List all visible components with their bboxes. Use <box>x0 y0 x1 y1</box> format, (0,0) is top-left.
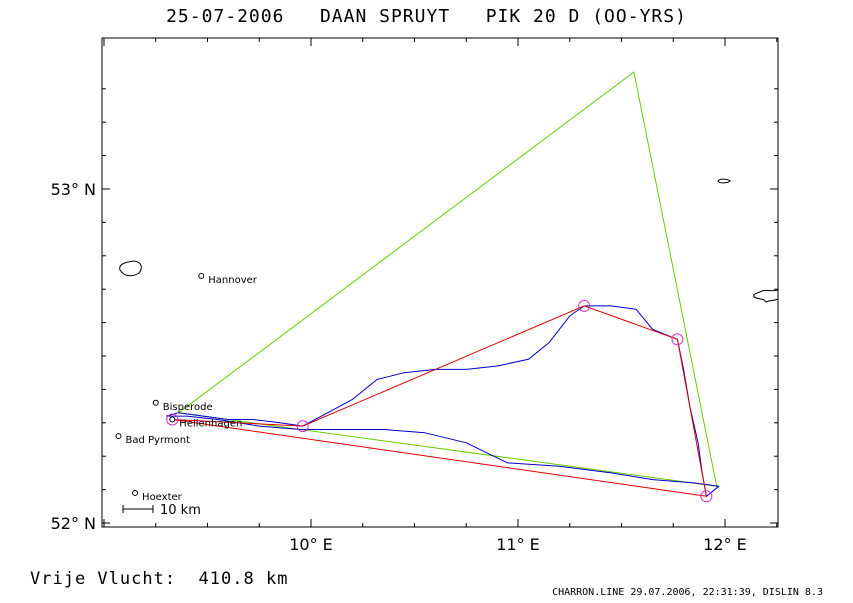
x-axis-label: 12° E <box>703 535 747 554</box>
render-credit: CHARRON.LINE 29.07.2006, 22:31:39, DISLI… <box>552 587 823 598</box>
city-marker <box>169 416 176 423</box>
plot-frame <box>101 37 779 528</box>
flight-type-label: Vrije Vlucht: <box>30 569 177 589</box>
coastline-east <box>753 289 779 303</box>
fai-triangle-layer <box>178 71 718 487</box>
optimized-route <box>172 305 708 497</box>
optimized-route-layer <box>172 305 708 497</box>
city-label: Hellenhagen <box>179 418 242 429</box>
map-title: 25-07-2006 DAAN SPRUYT PIK 20 D (OO-YRS) <box>0 6 853 27</box>
turnpoint-marker <box>578 299 591 312</box>
flight-distance-value: 410.8 km <box>198 569 289 589</box>
city-marker <box>115 433 122 440</box>
gps-track <box>165 305 720 497</box>
gps-track-layer <box>165 305 720 497</box>
city-label: Hannover <box>208 275 258 286</box>
city-marker <box>198 272 205 279</box>
city-label: Hoexter <box>142 492 183 503</box>
y-axis-label: 52° N <box>51 514 96 533</box>
city-marker <box>152 399 159 406</box>
title-pilot: DAAN SPRUYT <box>319 6 451 27</box>
fai-triangle <box>178 71 718 487</box>
title-glider: PIK 20 D (OO-YRS) <box>485 6 687 27</box>
lake-schweriner-see <box>717 178 731 184</box>
lake-steinhuder-meer <box>119 260 142 277</box>
axis-ticks <box>102 38 778 527</box>
cities-layer: Hannover Bisperode Hellenhagen Bad Pyrmont H… <box>115 272 258 503</box>
y-axis-label: 53° N <box>51 180 96 199</box>
turnpoint-marker <box>166 413 179 426</box>
scale-bar-label: 10 km <box>160 503 201 518</box>
turnpoint-marker <box>296 420 309 433</box>
axis-labels: 10° E 11° E 12° E 53° N 52° N <box>51 180 747 554</box>
title-date: 25-07-2006 <box>166 6 285 27</box>
city-label: Bisperode <box>163 402 213 413</box>
x-axis-label: 10° E <box>289 535 333 554</box>
city-label: Bad Pyrmont <box>125 435 190 446</box>
x-axis-label: 11° E <box>496 535 540 554</box>
turnpoint-marker <box>700 490 713 503</box>
flight-distance-summary: Vrije Vlucht: 410.8 km <box>30 569 288 589</box>
city-marker <box>132 489 139 496</box>
turnpoint-marker <box>671 333 684 346</box>
turnpoints-layer <box>166 299 713 503</box>
scale-bar: 10 km <box>122 503 201 518</box>
